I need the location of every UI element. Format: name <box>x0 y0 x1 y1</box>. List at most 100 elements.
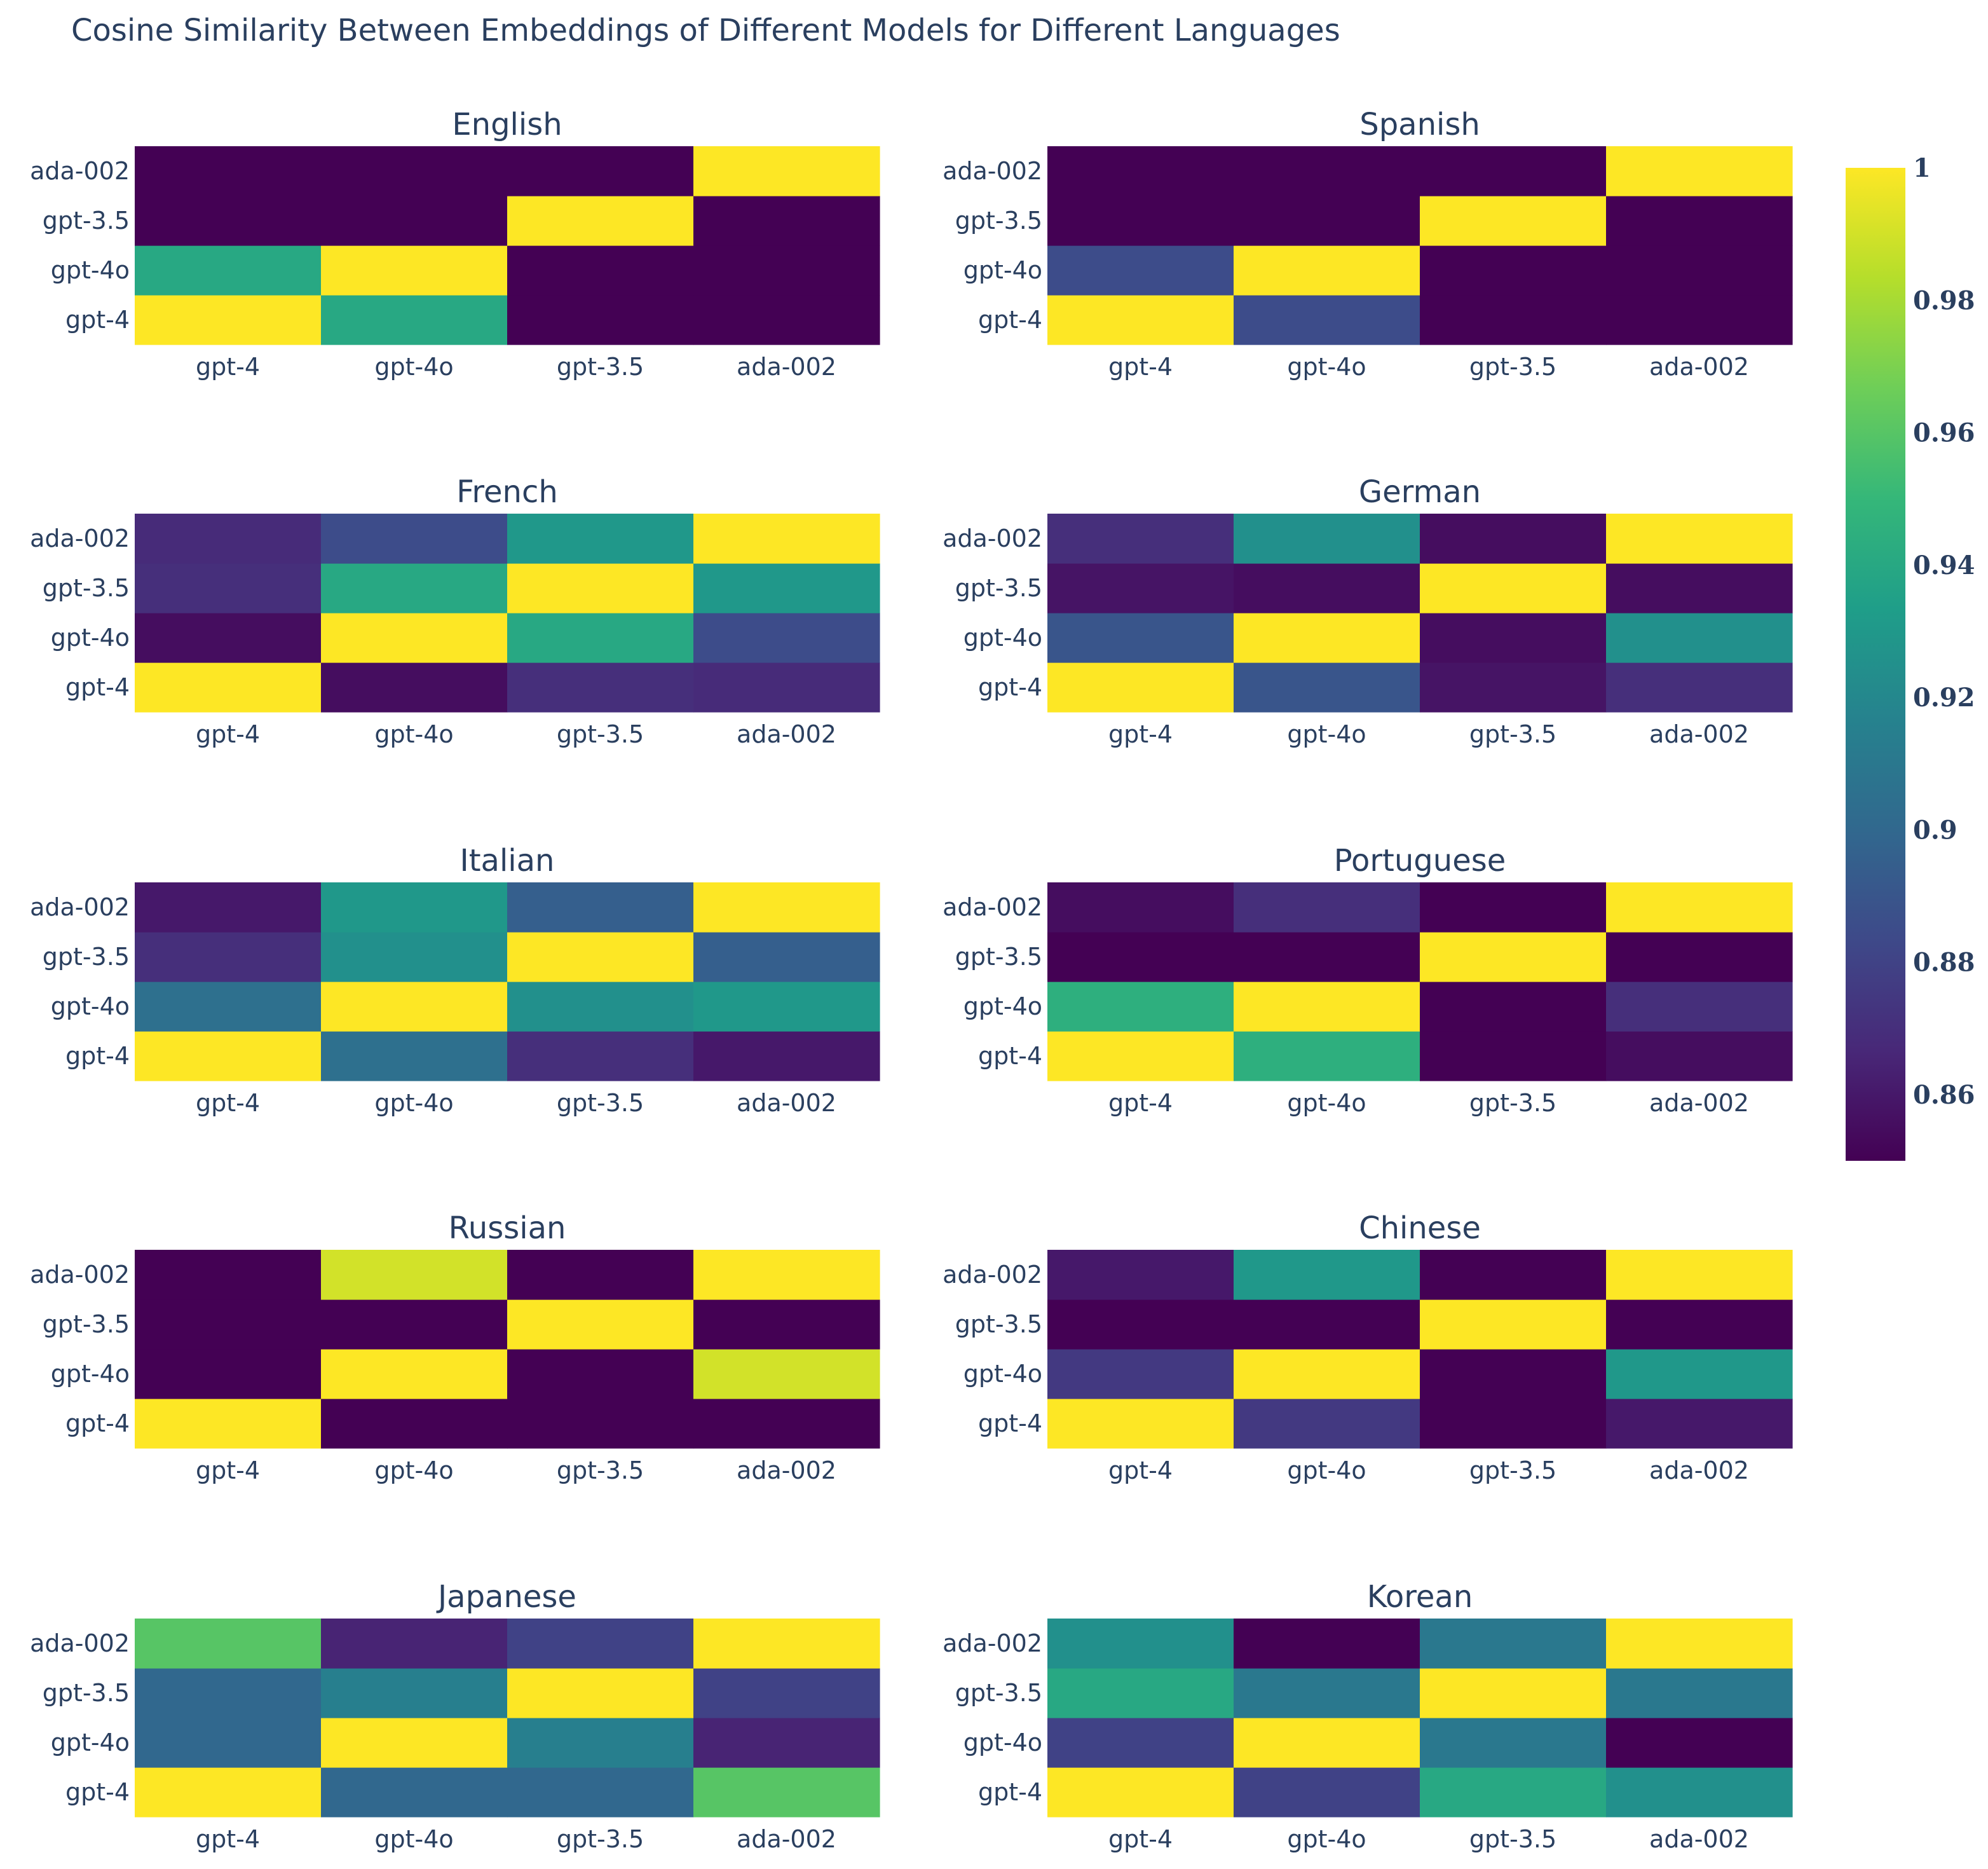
x-tick-label: gpt-4o <box>374 1456 453 1484</box>
x-tick-label: gpt-4 <box>1108 1825 1173 1853</box>
cell-ada-002-gpt-4o <box>1234 1250 1420 1300</box>
cell-gpt-4-gpt-3.5 <box>507 1399 694 1449</box>
cell-gpt-4o-gpt-4 <box>135 1349 322 1399</box>
x-tick-label: gpt-4 <box>196 720 260 748</box>
cell-gpt-4-gpt-3.5 <box>507 1767 694 1818</box>
panel-french: French gpt-4 gpt-4o gpt-3.5 ada-002 gpt-4 gpt-… <box>30 474 880 748</box>
cell-ada-002-gpt-3.5 <box>507 514 694 564</box>
cell-gpt-4o-gpt-4o <box>321 245 508 296</box>
cell-gpt-4-ada-002 <box>1606 1767 1793 1818</box>
cell-gpt-4-gpt-3.5 <box>1420 1031 1607 1081</box>
cell-gpt-4-gpt-4 <box>135 662 322 713</box>
x-tick-label: gpt-4o <box>374 353 453 381</box>
cell-gpt-4-gpt-3.5 <box>1420 1767 1607 1818</box>
cell-gpt-3.5-ada-002 <box>693 932 880 982</box>
y-tick-label: gpt-4o <box>51 1729 130 1756</box>
cell-ada-002-gpt-3.5 <box>507 882 694 933</box>
cell-gpt-3.5-ada-002 <box>1606 1299 1793 1350</box>
y-tick-label: ada-002 <box>943 157 1042 185</box>
cell-gpt-4-gpt-4 <box>135 1767 322 1818</box>
y-tick-label: ada-002 <box>30 893 130 921</box>
cell-gpt-4o-ada-002 <box>693 245 880 296</box>
cell-ada-002-gpt-4o <box>1234 1619 1420 1669</box>
x-tick-label: ada-002 <box>737 1456 836 1484</box>
colorbar-tick-label: 0.92 <box>1913 683 1975 713</box>
x-tick-label: gpt-3.5 <box>1469 1825 1556 1853</box>
panel-title: Spanish <box>1359 107 1480 142</box>
cell-gpt-4-ada-002 <box>693 662 880 713</box>
cell-gpt-3.5-gpt-3.5 <box>507 932 694 982</box>
panel-russian: Russian gpt-4 gpt-4o gpt-3.5 ada-002 gpt-4 gpt… <box>30 1210 880 1484</box>
chart-title: Cosine Similarity Between Embeddings of … <box>71 13 1340 48</box>
cell-gpt-3.5-gpt-3.5 <box>1420 1668 1607 1718</box>
cell-gpt-4-ada-002 <box>693 1399 880 1449</box>
cell-gpt-4-ada-002 <box>693 1767 880 1818</box>
y-tick-label: ada-002 <box>943 1261 1042 1289</box>
x-tick-label: ada-002 <box>737 353 836 381</box>
y-tick-label: gpt-4o <box>963 256 1042 284</box>
cell-gpt-4-gpt-3.5 <box>507 662 694 713</box>
cell-gpt-3.5-gpt-3.5 <box>507 563 694 613</box>
cell-gpt-4o-gpt-3.5 <box>507 245 694 296</box>
x-tick-label: gpt-4o <box>1287 1456 1366 1484</box>
y-tick-label: gpt-3.5 <box>43 943 130 971</box>
x-tick-label: ada-002 <box>1649 720 1749 748</box>
cell-gpt-4-gpt-4 <box>1047 1767 1234 1818</box>
cell-gpt-4o-gpt-4o <box>1234 613 1420 663</box>
cell-ada-002-gpt-4o <box>321 1250 508 1300</box>
cell-gpt-4o-gpt-4o <box>321 1718 508 1768</box>
cell-gpt-4o-ada-002 <box>1606 613 1793 663</box>
cell-gpt-4o-gpt-4 <box>135 982 322 1032</box>
cell-ada-002-gpt-3.5 <box>1420 514 1607 564</box>
y-tick-label: gpt-4 <box>65 1778 130 1806</box>
y-tick-label: gpt-4o <box>963 624 1042 652</box>
cell-gpt-4o-gpt-4o <box>1234 1349 1420 1399</box>
cell-gpt-3.5-gpt-3.5 <box>1420 1299 1607 1350</box>
cell-gpt-4o-gpt-4o <box>1234 982 1420 1032</box>
cell-gpt-3.5-gpt-4 <box>135 1668 322 1718</box>
x-tick-label: gpt-4 <box>1108 1089 1173 1117</box>
cell-gpt-4o-gpt-4o <box>1234 245 1420 296</box>
y-tick-label: gpt-4 <box>65 306 130 334</box>
cell-gpt-3.5-gpt-3.5 <box>1420 196 1607 246</box>
y-tick-label: gpt-4 <box>978 1778 1042 1806</box>
cell-ada-002-gpt-3.5 <box>1420 1250 1607 1300</box>
cell-ada-002-ada-002 <box>693 1250 880 1300</box>
x-tick-label: gpt-4o <box>374 1825 453 1853</box>
cell-gpt-3.5-gpt-4o <box>321 1299 508 1350</box>
x-tick-label: ada-002 <box>737 720 836 748</box>
x-tick-label: gpt-4 <box>1108 353 1173 381</box>
cell-gpt-4-gpt-4 <box>1047 1031 1234 1081</box>
cell-ada-002-gpt-4o <box>1234 882 1420 933</box>
cell-gpt-4-gpt-4o <box>321 662 508 713</box>
cell-gpt-4o-ada-002 <box>1606 982 1793 1032</box>
cell-gpt-4o-ada-002 <box>1606 245 1793 296</box>
cell-gpt-4o-ada-002 <box>693 982 880 1032</box>
cell-gpt-4o-ada-002 <box>693 613 880 663</box>
y-tick-label: gpt-4o <box>51 1360 130 1388</box>
cell-gpt-4-gpt-4o <box>1234 295 1420 345</box>
cell-gpt-4-ada-002 <box>1606 662 1793 713</box>
cell-gpt-3.5-gpt-4 <box>135 196 322 246</box>
cell-ada-002-ada-002 <box>1606 882 1793 933</box>
cell-gpt-3.5-gpt-4 <box>1047 1668 1234 1718</box>
panel-title: Japanese <box>436 1579 576 1615</box>
y-tick-label: gpt-4 <box>65 673 130 701</box>
cell-ada-002-gpt-4 <box>1047 882 1234 933</box>
y-tick-label: gpt-3.5 <box>43 1310 130 1338</box>
y-tick-label: gpt-3.5 <box>955 1310 1042 1338</box>
cell-gpt-3.5-gpt-3.5 <box>507 1299 694 1350</box>
cell-gpt-4o-gpt-4o <box>1234 1718 1420 1768</box>
colorbar-tick-label: 0.9 <box>1913 815 1957 845</box>
cell-ada-002-ada-002 <box>693 514 880 564</box>
cell-gpt-3.5-gpt-4 <box>135 1299 322 1350</box>
cell-ada-002-gpt-4 <box>1047 1250 1234 1300</box>
cell-gpt-4-gpt-4o <box>1234 662 1420 713</box>
x-tick-label: gpt-4 <box>196 1089 260 1117</box>
cell-gpt-3.5-gpt-4o <box>1234 563 1420 613</box>
cell-gpt-3.5-ada-002 <box>1606 196 1793 246</box>
panel-spanish: Spanish gpt-4 gpt-4o gpt-3.5 ada-002 gpt-4 gpt… <box>943 107 1793 381</box>
colorbar-tick-label: 1 <box>1913 153 1931 183</box>
panel-portuguese: Portuguese gpt-4 gpt-4o gpt-3.5 ada-002 gpt-4… <box>943 843 1793 1117</box>
